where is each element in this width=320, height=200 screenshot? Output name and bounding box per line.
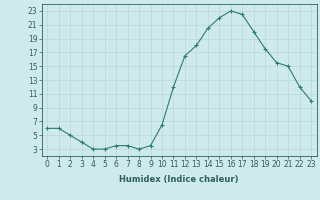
X-axis label: Humidex (Indice chaleur): Humidex (Indice chaleur): [119, 175, 239, 184]
